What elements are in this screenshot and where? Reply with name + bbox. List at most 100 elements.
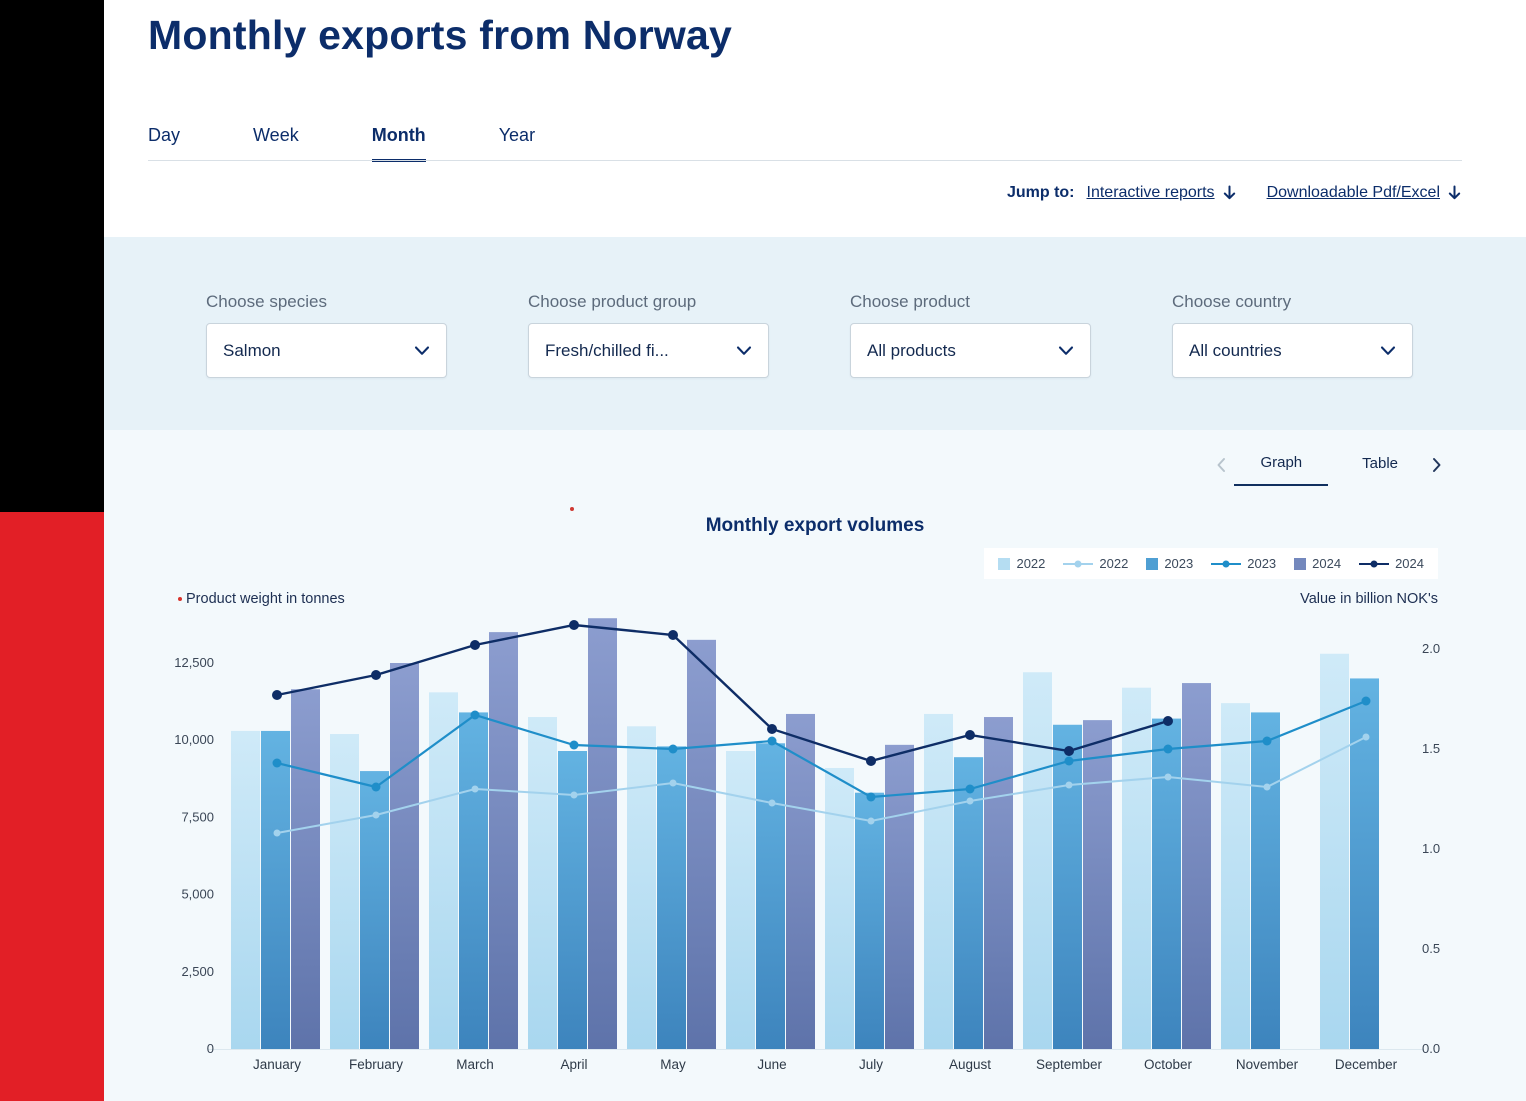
marker-2024: [1163, 716, 1173, 726]
bar-2022: [1122, 687, 1151, 1049]
marker-2022: [966, 797, 974, 805]
downloadable-pdf-excel-link[interactable]: Downloadable Pdf/Excel: [1267, 184, 1462, 202]
country-filter: Choose country All countries: [1172, 292, 1413, 378]
month-label: September: [1036, 1057, 1103, 1072]
legend-line-icon: [1063, 560, 1094, 567]
product-group-select[interactable]: Fresh/chilled fi...: [528, 323, 769, 378]
line-2024: [276, 623, 1169, 763]
bar-2023: [558, 751, 587, 1049]
left-tick-label: 5,000: [181, 887, 214, 902]
bar-2024: [786, 713, 815, 1049]
toggle-graph[interactable]: Graph: [1234, 454, 1329, 486]
marker-2022: [1164, 773, 1172, 781]
month-label: May: [660, 1057, 686, 1072]
bar-2023: [1053, 724, 1082, 1049]
marker-2022: [768, 799, 776, 807]
prev-chevron-icon[interactable]: [1216, 457, 1226, 473]
bar-2024: [1182, 683, 1211, 1049]
left-axis-caption: Product weight in tonnes: [178, 591, 345, 607]
left-tick-label: 10,000: [174, 732, 214, 747]
marker-2022: [1362, 733, 1370, 741]
legend-label: 2022: [1099, 556, 1129, 571]
tab-day[interactable]: Day: [148, 125, 181, 145]
marker-2022: [372, 811, 380, 819]
product-group-select-value: Fresh/chilled fi...: [545, 340, 669, 360]
bar-2023: [657, 746, 686, 1049]
bar-2023: [855, 792, 884, 1049]
product-select[interactable]: All products: [850, 323, 1091, 378]
legend-label: 2024: [1395, 556, 1424, 571]
left-tick-label: 12,500: [174, 655, 214, 670]
arrow-down-icon: [1448, 185, 1461, 200]
red-dot-artifact: [570, 507, 574, 511]
legend-line-2024[interactable]: 2024: [1359, 556, 1424, 571]
marker-2022: [1263, 783, 1271, 791]
line-2022: [276, 736, 1367, 834]
marker-2024: [371, 670, 381, 680]
chevron-down-icon: [414, 345, 430, 355]
red-dot-icon: [178, 597, 182, 601]
country-select-value: All countries: [1189, 340, 1282, 360]
bar-2022: [924, 713, 953, 1049]
tab-year[interactable]: Year: [498, 125, 536, 145]
tab-week[interactable]: Week: [253, 125, 299, 145]
legend-line-2022[interactable]: 2022: [1063, 556, 1128, 571]
bar-2023: [261, 730, 290, 1049]
bar-2024: [1083, 720, 1112, 1049]
month-label: January: [253, 1057, 301, 1072]
species-select-value: Salmon: [223, 340, 281, 360]
legend-swatch-icon: [1294, 557, 1307, 570]
right-tick-label: 1.5: [1422, 741, 1440, 756]
product-filter: Choose product All products: [850, 292, 1091, 378]
species-filter-label: Choose species: [206, 292, 327, 311]
bar-2024: [885, 744, 914, 1049]
marker-2024: [569, 620, 579, 630]
bar-2022: [825, 767, 854, 1049]
product-group-filter-label: Choose product group: [528, 292, 697, 311]
legend-swatch-icon: [998, 557, 1011, 570]
month-label: November: [1236, 1057, 1299, 1072]
right-tick-label: 0.0: [1422, 1041, 1440, 1056]
marker-2023: [569, 740, 579, 750]
legend-bar-2023[interactable]: 2023: [1146, 556, 1193, 571]
product-select-value: All products: [867, 340, 956, 360]
left-tick-label: 7,500: [181, 809, 214, 824]
tab-month[interactable]: Month: [371, 125, 426, 162]
bar-2022: [231, 730, 260, 1049]
country-select[interactable]: All countries: [1172, 323, 1413, 378]
jump-to-row: Jump to: Interactive reports Downloadabl…: [1007, 184, 1462, 202]
product-group-filter: Choose product group Fresh/chilled fi...: [528, 292, 769, 378]
month-label: February: [349, 1057, 403, 1072]
legend-label: 2023: [1247, 556, 1277, 571]
marker-2022: [867, 817, 875, 825]
legend-label: 2024: [1312, 556, 1342, 571]
month-label: October: [1144, 1057, 1193, 1072]
toggle-table[interactable]: Table: [1362, 455, 1398, 472]
month-label: March: [456, 1057, 494, 1072]
marker-2023: [1163, 744, 1173, 754]
bar-2024: [390, 663, 419, 1049]
marker-2023: [1361, 696, 1371, 706]
bar-2022: [528, 717, 557, 1049]
period-tabs: Day Week Month Year: [148, 125, 535, 162]
bar-2022: [726, 751, 755, 1049]
bar-2022: [627, 726, 656, 1049]
downloadable-pdf-excel-text: Downloadable Pdf/Excel: [1266, 184, 1440, 201]
legend-line-2023[interactable]: 2023: [1211, 556, 1276, 571]
interactive-reports-link[interactable]: Interactive reports: [1087, 184, 1237, 202]
chart-legend: 2022 2022 2023 2023 2024 2024: [984, 548, 1438, 579]
bar-2022: [429, 692, 458, 1049]
marker-2023: [1064, 756, 1074, 766]
species-select[interactable]: Salmon: [206, 323, 447, 378]
next-chevron-icon[interactable]: [1432, 457, 1442, 473]
legend-bar-2022[interactable]: 2022: [998, 556, 1045, 571]
bar-2022: [1023, 672, 1052, 1049]
marker-2024: [1064, 746, 1074, 756]
right-tick-label: 2.0: [1422, 641, 1440, 656]
species-filter: Choose species Salmon: [206, 292, 447, 378]
legend-bar-2024[interactable]: 2024: [1294, 556, 1341, 571]
left-tick-label: 2,500: [181, 964, 214, 979]
month-label: April: [560, 1057, 587, 1072]
marker-2024: [668, 630, 678, 640]
marker-2022: [471, 785, 479, 793]
